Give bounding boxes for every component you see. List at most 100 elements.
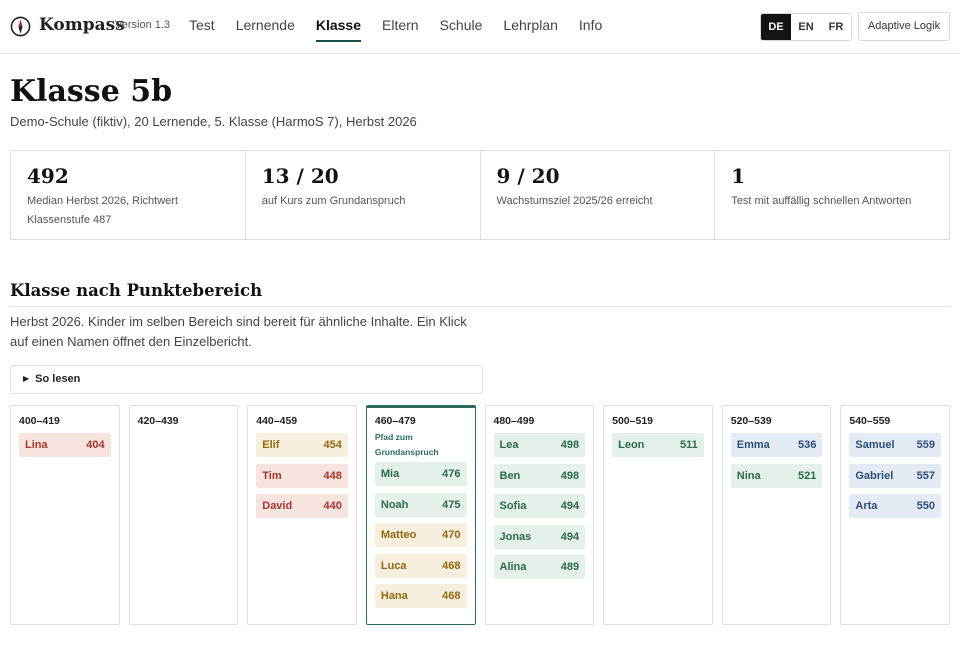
student-score: 404 [86, 439, 105, 451]
student-chip[interactable]: Mia 476 [374, 462, 467, 486]
score-bucket: 400–419 Lina 404 [10, 405, 120, 625]
student-score: 468 [442, 590, 461, 602]
student-chip[interactable]: Alina 489 [493, 555, 586, 579]
student-name: Sofia [499, 500, 527, 512]
nav-lehrplan[interactable]: Lehrplan [503, 17, 558, 33]
stat-label: Test mit auffällig schnellen Antworten [731, 195, 912, 207]
section-title: Klasse nach Punktebereich [10, 281, 263, 300]
student-score: 468 [442, 559, 461, 572]
page-subtitle: Demo-Schule (fiktiv), 20 Lernende, 5. Kl… [10, 114, 417, 129]
page-title: Klasse 5b [10, 74, 173, 109]
student-name: Luca [380, 559, 407, 572]
student-score: 521 [798, 469, 817, 482]
student-score: 511 [680, 439, 698, 451]
stat-value: 1 [731, 164, 746, 188]
score-bucket: 460–479 Pfad zum Grundanspruch Mia 476 Noah 4… [365, 405, 476, 625]
score-buckets: 400–419 Lina 404 420–439 440–459 Elif 454 Tim 44… [10, 405, 950, 625]
student-name: Matteo [380, 529, 417, 541]
student-chip[interactable]: Lina 404 [19, 433, 111, 457]
stat-label: Wachstumsziel 2025/26 erreicht [496, 195, 653, 207]
student-chip[interactable]: Ben 498 [493, 463, 586, 488]
student-score: 475 [442, 498, 461, 511]
student-score: 448 [323, 469, 342, 482]
nav-schule[interactable]: Schule [439, 17, 483, 33]
lang-de-button[interactable]: DE [761, 14, 791, 40]
bucket-note: Pfad zum Grundanspruch [374, 432, 439, 457]
student-chip[interactable]: David 440 [256, 494, 348, 518]
student-score: 559 [916, 439, 935, 451]
student-chip[interactable]: Luca 468 [374, 553, 467, 578]
score-bucket: 520–539 Emma 536 Nina 521 [721, 405, 832, 625]
stat-rapid-answers: 1 Test mit auffällig schnellen Antworten [715, 151, 949, 239]
nav-klasse[interactable]: Klasse [315, 17, 362, 42]
triangle-right-icon: ▶ [23, 374, 30, 383]
student-name: Mia [380, 468, 400, 480]
stat-on-track: 13 / 20 auf Kurs zum Grundanspruch [246, 151, 481, 239]
student-chip[interactable]: Emma 536 [730, 433, 823, 457]
section-divider [10, 306, 950, 307]
main-nav: Test Lernende Klasse Eltern Schule Lehrp… [189, 17, 623, 42]
bucket-range: 440–459 [256, 415, 298, 427]
student-score: 494 [560, 530, 580, 543]
student-score: 498 [560, 469, 580, 482]
lang-fr-button[interactable]: FR [828, 21, 844, 33]
stat-label: Median Herbst 2026, Richtwert Klassenstu… [27, 195, 179, 226]
section-intro: Herbst 2026. Kinder im selben Bereich si… [10, 314, 467, 349]
student-chip[interactable]: Sofia 494 [493, 494, 586, 518]
compass-icon[interactable] [10, 16, 31, 37]
score-bucket: 420–439 [128, 405, 239, 625]
stats-panel: 492 Median Herbst 2026, Richtwert Klasse… [10, 150, 950, 240]
bucket-range: 540–559 [849, 415, 891, 427]
student-name: Elif [262, 439, 280, 451]
student-score: 536 [798, 439, 817, 451]
bucket-range: 500–519 [612, 415, 654, 427]
student-chip[interactable]: Jonas 494 [493, 524, 586, 549]
student-chip[interactable]: Nina 521 [730, 463, 823, 488]
student-name: Nina [736, 469, 761, 482]
student-name: Tim [262, 469, 282, 482]
student-score: 489 [560, 561, 580, 573]
student-chip[interactable]: Samuel 559 [849, 433, 941, 457]
brand-name[interactable]: Kompass [39, 15, 125, 35]
stat-value: 492 [27, 164, 69, 188]
student-name: Hana [380, 590, 408, 602]
score-bucket: 540–559 Samuel 559 Gabriel 557 Arta 550 [840, 405, 950, 625]
student-chip[interactable]: Gabriel 557 [849, 463, 941, 488]
bucket-range: 460–479 [374, 415, 416, 427]
student-score: 494 [560, 500, 580, 512]
student-chip[interactable]: Elif 454 [256, 433, 348, 457]
score-bucket: 480–499 Lea 498 Ben 498 Sofia 494 Jonas 494 Alina… [484, 405, 595, 625]
student-name: David [262, 500, 293, 512]
student-chip[interactable]: Hana 468 [374, 584, 467, 608]
bucket-range: 420–439 [137, 415, 179, 427]
student-name: Ben [499, 469, 521, 482]
language-switcher: DE EN FR [760, 13, 852, 41]
student-score: 557 [916, 469, 935, 482]
student-chip[interactable]: Tim 448 [256, 463, 348, 488]
student-name: Lina [25, 439, 48, 451]
student-chip[interactable]: Noah 475 [374, 492, 467, 517]
nav-info[interactable]: Info [578, 17, 603, 33]
stat-median: 492 Median Herbst 2026, Richtwert Klasse… [11, 151, 246, 239]
stat-growth-goal: 9 / 20 Wachstumsziel 2025/26 erreicht [481, 151, 716, 239]
stat-label: auf Kurs zum Grundanspruch [261, 195, 406, 207]
student-chip[interactable]: Leon 511 [612, 433, 704, 457]
student-score: 440 [323, 500, 342, 512]
student-name: Alina [499, 561, 527, 573]
nav-eltern[interactable]: Eltern [382, 17, 419, 33]
student-chip[interactable]: Lea 498 [493, 433, 586, 457]
version-label: Version 1.3 [115, 19, 171, 31]
nav-test[interactable]: Test [189, 17, 215, 33]
nav-lernende[interactable]: Lernende [235, 17, 295, 33]
student-score: 550 [916, 500, 935, 512]
bucket-range: 520–539 [730, 415, 772, 427]
how-to-read-toggle[interactable]: ▶ So lesen [10, 365, 483, 394]
student-name: Samuel [855, 439, 895, 451]
student-score: 454 [323, 439, 342, 451]
lang-en-button[interactable]: EN [798, 21, 814, 33]
adaptive-logic-button[interactable]: Adaptive Logik [858, 12, 950, 41]
student-chip[interactable]: Arta 550 [849, 494, 941, 518]
stat-value: 13 / 20 [261, 164, 339, 188]
student-name: Jonas [499, 530, 532, 543]
student-chip[interactable]: Matteo 470 [374, 523, 467, 547]
